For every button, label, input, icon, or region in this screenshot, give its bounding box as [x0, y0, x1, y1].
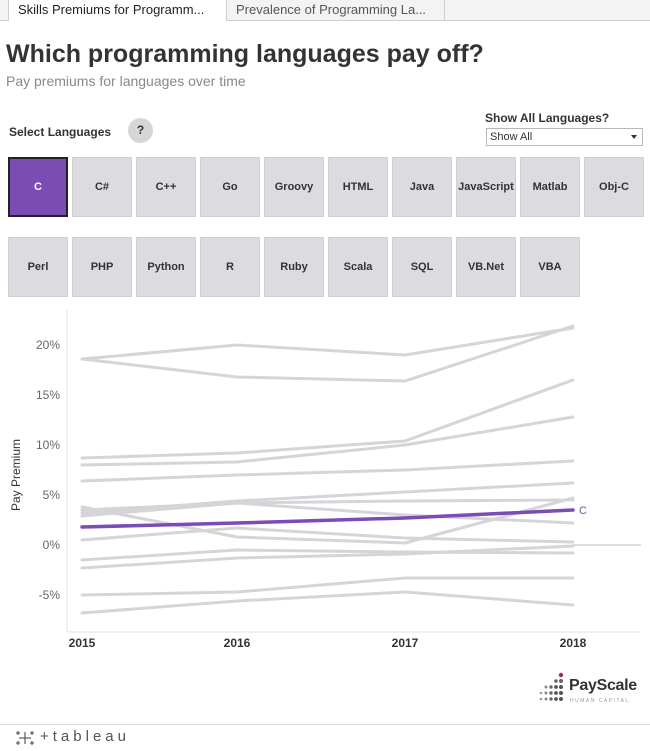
- language-button-r[interactable]: R: [200, 237, 260, 297]
- tab-bar: Skills Premiums for Programm... Prevalen…: [0, 0, 650, 21]
- tab-prevalence[interactable]: Prevalence of Programming La...: [227, 0, 445, 20]
- language-button-matlab[interactable]: Matlab: [520, 157, 580, 217]
- language-button-java[interactable]: Java: [392, 157, 452, 217]
- language-button-groovy[interactable]: Groovy: [264, 157, 324, 217]
- show-all-label: Show All Languages?: [485, 111, 610, 125]
- x-tick-label: 2018: [560, 636, 587, 650]
- series-line-c: [80, 508, 575, 529]
- help-button[interactable]: ?: [128, 118, 153, 143]
- series-line: [80, 459, 575, 483]
- language-button-obj-c[interactable]: Obj-C: [584, 157, 644, 217]
- tableau-logo-icon: [16, 731, 34, 745]
- series-line: [80, 498, 575, 512]
- series-line: [80, 378, 575, 460]
- tableau-footer: +tableau: [0, 724, 650, 751]
- page-subtitle: Pay premiums for languages over time: [6, 73, 246, 89]
- y-tick-label: 0%: [43, 538, 61, 552]
- series-line: [80, 415, 575, 467]
- payscale-wordmark: PayScale: [569, 677, 637, 694]
- y-axis-label: Pay Premium: [9, 439, 23, 511]
- tab-skills-premiums[interactable]: Skills Premiums for Programm...: [8, 0, 227, 21]
- series-line: [80, 526, 575, 544]
- y-tick-label: -5%: [39, 588, 61, 602]
- language-button-python[interactable]: Python: [136, 237, 196, 297]
- chevron-down-icon: [631, 135, 637, 139]
- series-line: [80, 576, 575, 597]
- language-button-ruby[interactable]: Ruby: [264, 237, 324, 297]
- select-languages-label: Select Languages: [9, 125, 112, 139]
- language-button-c[interactable]: C: [8, 157, 68, 217]
- x-tick-label: 2016: [224, 636, 251, 650]
- y-tick-label: 15%: [36, 388, 60, 402]
- language-button-vb-net[interactable]: VB.Net: [456, 237, 516, 297]
- payscale-tagline: HUMAN CAPITAL: [570, 698, 630, 704]
- y-tick-label: 5%: [43, 488, 61, 502]
- y-tick-label: 20%: [36, 338, 60, 352]
- payscale-dots-icon: [539, 672, 564, 701]
- series-line: [80, 544, 575, 570]
- show-all-value: Show All: [490, 131, 533, 143]
- language-button-c-[interactable]: C#: [72, 157, 132, 217]
- language-button-javascript[interactable]: JavaScript: [456, 157, 516, 217]
- series-line: [80, 501, 575, 525]
- x-tick-label: 2015: [69, 636, 96, 650]
- tableau-wordmark: +tableau: [40, 728, 130, 745]
- language-button-go[interactable]: Go: [200, 157, 260, 217]
- show-all-dropdown[interactable]: Show All: [486, 128, 643, 146]
- language-button-perl[interactable]: Perl: [8, 237, 68, 297]
- language-button-c-[interactable]: C++: [136, 157, 196, 217]
- language-button-scala[interactable]: Scala: [328, 237, 388, 297]
- language-button-php[interactable]: PHP: [72, 237, 132, 297]
- language-button-html[interactable]: HTML: [328, 157, 388, 217]
- x-tick-label: 2017: [392, 636, 419, 650]
- series-line: [80, 590, 575, 615]
- series-line: [80, 324, 575, 383]
- language-button-vba[interactable]: VBA: [520, 237, 580, 297]
- y-tick-label: 10%: [36, 438, 60, 452]
- series-end-label: C: [579, 505, 587, 517]
- series-line: [80, 326, 575, 361]
- line-chart: 20% 15% 10% 5% 0% -5% 2015 2016 2017 2018 Pay Prem…: [9, 310, 641, 650]
- series-line: [80, 548, 575, 562]
- payscale-logo: PayScale HUMAN CAPITAL: [537, 672, 642, 708]
- page-title: Which programming languages pay off?: [6, 40, 484, 68]
- language-button-sql[interactable]: SQL: [392, 237, 452, 297]
